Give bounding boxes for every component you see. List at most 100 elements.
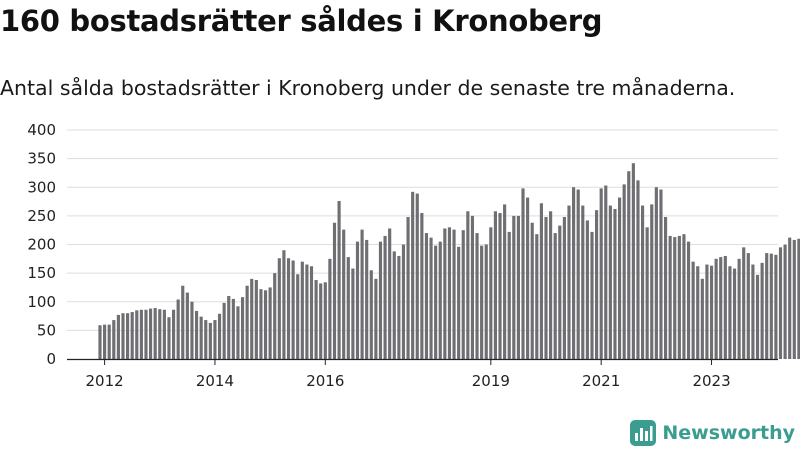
bar <box>696 266 700 359</box>
bar <box>167 317 171 359</box>
y-tick-label: 0 <box>46 350 56 368</box>
bar <box>549 211 553 359</box>
bar <box>461 230 465 359</box>
bar <box>618 197 622 359</box>
bar <box>774 254 778 359</box>
chart-title: 160 bostadsrätter såldes i Kronoberg <box>0 4 603 38</box>
brand-logo[interactable]: Newsworthy <box>630 420 795 446</box>
bar <box>296 274 300 359</box>
bar <box>236 306 240 359</box>
bar <box>654 187 658 359</box>
bar <box>659 189 663 359</box>
bar <box>227 296 231 359</box>
y-tick-label: 350 <box>27 150 56 168</box>
bar <box>677 235 681 359</box>
bar <box>231 298 235 359</box>
bar <box>319 283 323 359</box>
y-tick-label: 100 <box>27 293 56 311</box>
x-tick-label: 2012 <box>86 372 124 390</box>
bar <box>705 264 709 359</box>
bar <box>149 308 153 359</box>
bar <box>273 273 277 360</box>
bar <box>507 231 511 359</box>
bar <box>452 229 456 359</box>
bar <box>153 308 157 359</box>
y-tick-label: 400 <box>27 121 56 139</box>
bar <box>480 245 484 359</box>
bar <box>470 215 475 360</box>
bar <box>286 258 291 359</box>
bar <box>139 309 143 359</box>
bar <box>392 251 396 359</box>
x-tick-label: 2014 <box>196 372 234 390</box>
bar <box>797 238 800 359</box>
bar <box>158 309 162 359</box>
bar <box>355 241 360 359</box>
bar <box>199 316 203 359</box>
bar <box>732 268 737 359</box>
bar <box>342 229 346 359</box>
bar <box>535 234 539 359</box>
x-tick-label: 2019 <box>472 372 510 390</box>
bar <box>360 229 364 359</box>
bar <box>185 292 189 359</box>
bar <box>323 282 327 359</box>
bar <box>599 188 603 359</box>
bar <box>314 280 318 359</box>
bar <box>351 268 355 359</box>
bar <box>700 278 704 359</box>
bar <box>604 185 608 359</box>
y-tick-label: 50 <box>37 321 56 339</box>
bar <box>176 299 180 359</box>
bar <box>562 217 566 359</box>
bar <box>682 234 686 359</box>
bar <box>516 215 520 360</box>
bar <box>406 217 410 359</box>
bar <box>503 204 507 359</box>
bar <box>291 260 295 359</box>
bar <box>309 266 314 359</box>
bar <box>369 270 373 359</box>
bar <box>268 287 272 359</box>
bar <box>171 309 176 359</box>
brand-name: Newsworthy <box>662 422 795 444</box>
bar <box>181 285 185 359</box>
bar <box>493 211 497 359</box>
bar <box>489 227 493 359</box>
bar <box>484 244 488 359</box>
bar <box>783 244 787 359</box>
bar <box>121 313 125 359</box>
bar <box>305 264 309 359</box>
bar <box>130 312 134 359</box>
bar <box>719 257 723 359</box>
bar <box>397 255 401 359</box>
bar <box>240 297 245 359</box>
bar <box>608 205 612 359</box>
bar <box>755 274 760 359</box>
bar <box>636 180 640 359</box>
bar <box>98 325 102 359</box>
bar <box>263 290 268 359</box>
bar <box>778 247 783 359</box>
bar <box>751 264 755 359</box>
bar <box>112 320 116 359</box>
bar <box>742 247 746 359</box>
bar <box>526 197 530 359</box>
bar <box>443 228 447 359</box>
bar <box>530 222 534 359</box>
bar <box>328 258 332 359</box>
bar <box>512 215 516 360</box>
bar <box>475 233 479 359</box>
bar <box>190 301 194 359</box>
bar <box>346 257 350 359</box>
bar <box>581 205 585 359</box>
bar <box>415 193 419 359</box>
bar <box>650 204 654 359</box>
y-tick-label: 250 <box>27 207 56 225</box>
bar <box>788 237 792 359</box>
bar <box>388 228 392 359</box>
bar <box>429 237 433 359</box>
x-tick-label: 2021 <box>582 372 620 390</box>
bar <box>631 163 635 359</box>
